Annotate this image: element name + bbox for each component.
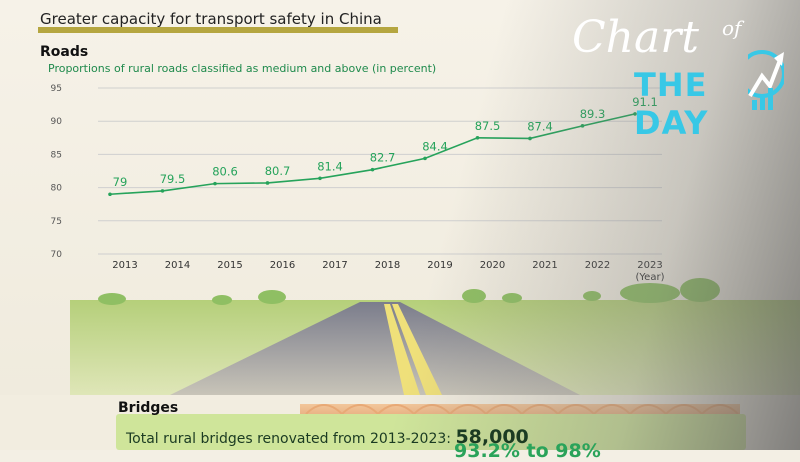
data-point xyxy=(213,181,217,186)
y-tick-label: 85 xyxy=(51,150,62,160)
headline-underline xyxy=(38,27,398,33)
logo-word-of: of xyxy=(722,16,742,40)
trend-arrow-icon xyxy=(748,50,784,110)
data-label: 79.5 xyxy=(160,172,186,186)
x-tick-label: 2022 xyxy=(585,260,610,271)
data-label: 79 xyxy=(113,175,128,189)
data-point xyxy=(528,136,532,141)
y-tick-label: 70 xyxy=(51,250,63,260)
x-tick-label: 2021 xyxy=(532,260,557,271)
y-tick-label: 75 xyxy=(51,217,62,227)
bridges-stat-value: 58,000 xyxy=(455,426,529,448)
data-label: 87.5 xyxy=(475,119,501,133)
data-point xyxy=(108,192,112,197)
chart-of-the-day-logo: Chart of THE DAY xyxy=(572,12,784,142)
y-tick-label: 95 xyxy=(51,84,62,94)
x-tick-label: 2023 xyxy=(637,260,662,271)
data-label: 80.7 xyxy=(265,164,291,178)
x-axis-label: (Year) xyxy=(636,272,665,283)
x-tick-label: 2017 xyxy=(322,260,347,271)
data-point xyxy=(475,136,480,140)
data-label: 81.4 xyxy=(317,159,343,173)
x-tick-label: 2018 xyxy=(375,260,400,271)
data-label: 80.6 xyxy=(212,165,238,179)
data-label: 82.7 xyxy=(370,151,396,165)
data-point xyxy=(580,124,585,128)
x-tick-label: 2016 xyxy=(270,260,295,271)
x-tick-label: 2014 xyxy=(165,260,190,271)
y-tick-label: 90 xyxy=(51,117,63,127)
data-label: 84.4 xyxy=(422,139,448,153)
data-label: 87.4 xyxy=(527,119,553,133)
logo-word-chart: Chart xyxy=(572,12,699,63)
x-tick-label: 2020 xyxy=(480,260,505,271)
bridges-stat-label: Total rural bridges renovated from 2013-… xyxy=(126,431,451,447)
logo-word-the-day: THE DAY xyxy=(634,66,709,142)
data-point xyxy=(265,181,270,185)
bridges-section-title: Bridges xyxy=(118,400,179,416)
data-point xyxy=(160,189,165,193)
x-tick-label: 2013 xyxy=(112,260,137,271)
roads-section-title: Roads xyxy=(40,44,89,60)
x-tick-label: 2015 xyxy=(217,260,242,271)
data-point xyxy=(370,167,375,172)
roads-chart-subtitle: Proportions of rural roads classified as… xyxy=(48,62,437,75)
infographic-headline: Greater capacity for transport safety in… xyxy=(40,10,382,28)
data-point xyxy=(423,156,427,161)
bridges-percentage-text: 93.2% to 98% xyxy=(454,440,601,462)
x-tick-label: 2019 xyxy=(427,260,452,271)
y-tick-label: 80 xyxy=(51,184,63,194)
bridges-stat-line: Total rural bridges renovated from 2013-… xyxy=(126,426,529,448)
data-point xyxy=(318,176,322,181)
